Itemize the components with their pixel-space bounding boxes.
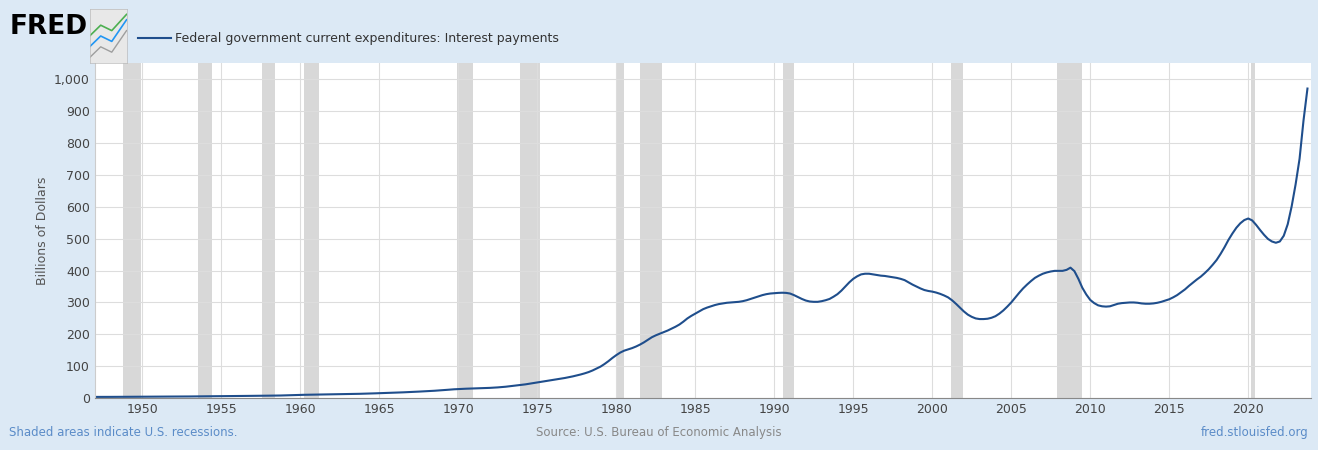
Bar bbox=[521, 63, 540, 398]
Bar bbox=[617, 63, 625, 398]
Bar bbox=[950, 63, 962, 398]
Text: FRED: FRED bbox=[9, 14, 87, 40]
Bar bbox=[783, 63, 793, 398]
Bar bbox=[304, 63, 319, 398]
Text: Source: U.S. Bureau of Economic Analysis: Source: U.S. Bureau of Economic Analysis bbox=[536, 426, 782, 439]
Bar bbox=[198, 63, 212, 398]
Text: fred.stlouisfed.org: fred.stlouisfed.org bbox=[1201, 426, 1309, 439]
Bar bbox=[1057, 63, 1082, 398]
Bar bbox=[457, 63, 473, 398]
Bar bbox=[1251, 63, 1255, 398]
Y-axis label: Billions of Dollars: Billions of Dollars bbox=[36, 176, 49, 285]
Bar bbox=[123, 63, 141, 398]
Bar bbox=[641, 63, 663, 398]
Text: Shaded areas indicate U.S. recessions.: Shaded areas indicate U.S. recessions. bbox=[9, 426, 237, 439]
Bar bbox=[262, 63, 275, 398]
Text: Federal government current expenditures: Interest payments: Federal government current expenditures:… bbox=[175, 32, 559, 45]
